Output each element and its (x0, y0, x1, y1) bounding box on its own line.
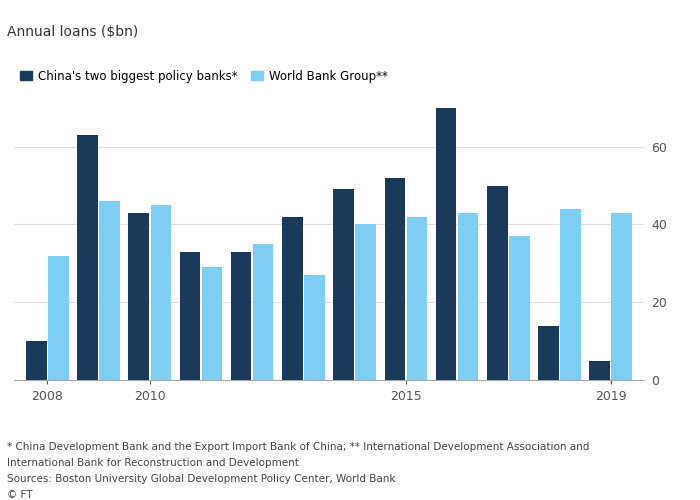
Legend: China's two biggest policy banks*, World Bank Group**: China's two biggest policy banks*, World… (20, 70, 388, 82)
Bar (77, 135, 98, 380)
Bar (538, 326, 559, 380)
Bar (487, 186, 508, 380)
Text: Annual loans ($bn): Annual loans ($bn) (7, 25, 139, 39)
Bar (99, 201, 120, 380)
Bar (560, 209, 581, 380)
Bar (384, 178, 405, 380)
Bar (202, 267, 222, 380)
Bar (180, 252, 200, 380)
Text: International Bank for Reconstruction and Development: International Bank for Reconstruction an… (7, 458, 299, 468)
Bar (356, 224, 376, 380)
Bar (129, 213, 149, 380)
Text: © FT: © FT (7, 490, 32, 500)
Bar (253, 244, 274, 380)
Text: * China Development Bank and the Export Import Bank of China; ** International D: * China Development Bank and the Export … (7, 442, 589, 452)
Bar (26, 341, 46, 380)
Bar (282, 216, 302, 380)
Bar (304, 275, 325, 380)
Bar (231, 252, 251, 380)
Bar (407, 216, 427, 380)
Bar (612, 213, 632, 380)
Bar (458, 213, 478, 380)
Bar (509, 236, 529, 380)
Bar (48, 256, 69, 380)
Bar (589, 360, 610, 380)
Bar (436, 108, 456, 380)
Bar (333, 190, 354, 380)
Text: Sources: Boston University Global Development Policy Center, World Bank: Sources: Boston University Global Develo… (7, 474, 395, 484)
Bar (150, 205, 171, 380)
